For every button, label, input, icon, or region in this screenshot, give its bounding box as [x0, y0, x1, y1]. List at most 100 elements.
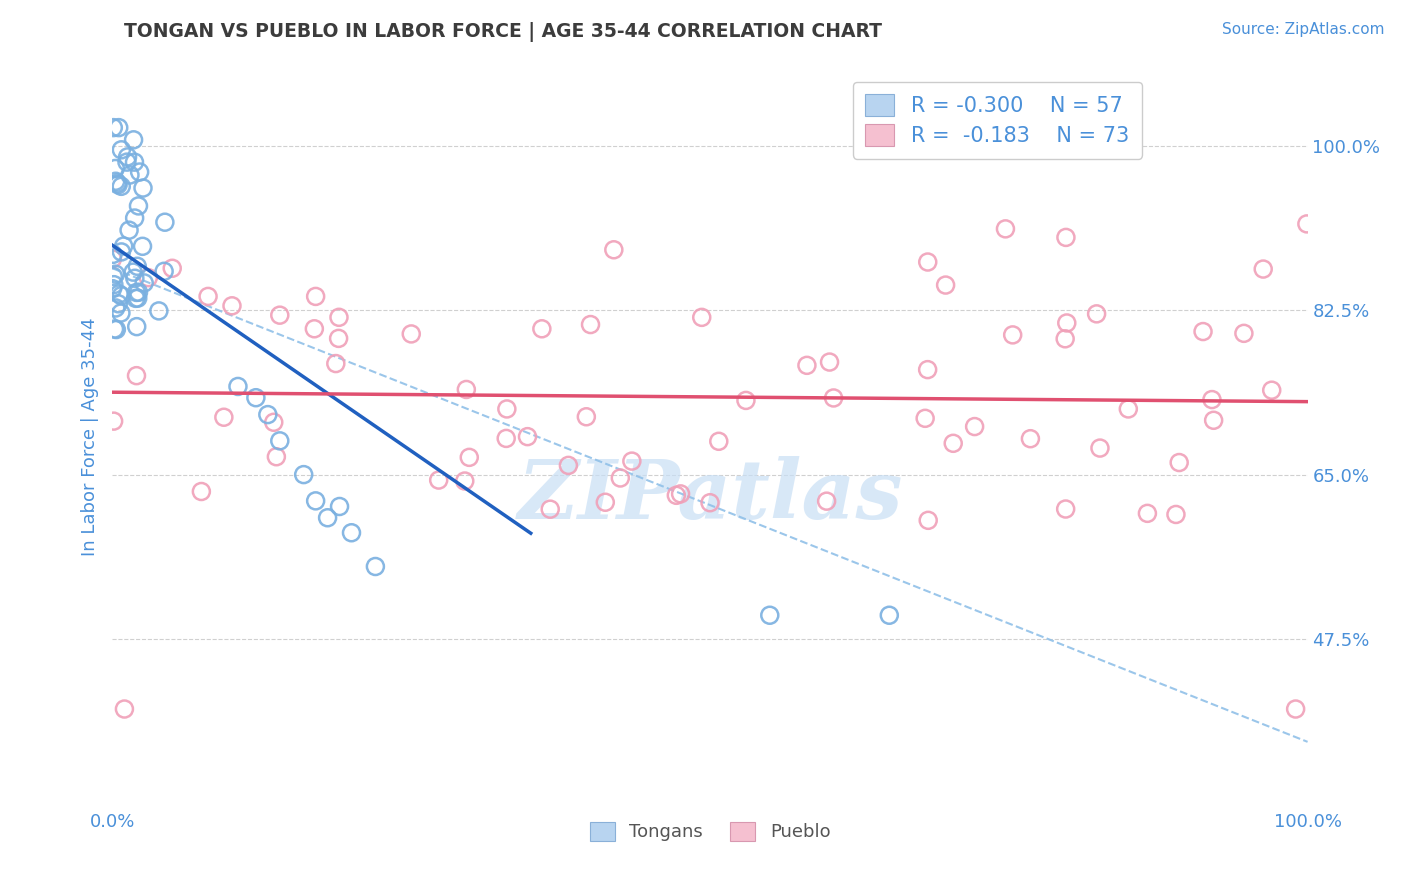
Point: [879, 608, 901, 623]
Point: [994, 222, 1017, 236]
Point: [127, 291, 149, 305]
Point: [122, 265, 145, 279]
Point: [917, 513, 939, 527]
Point: [401, 326, 423, 341]
Point: [917, 362, 939, 376]
Point: [1019, 432, 1042, 446]
Point: [699, 496, 721, 510]
Point: [759, 608, 782, 623]
Point: [1233, 326, 1256, 341]
Point: [115, 155, 138, 169]
Point: [128, 165, 150, 179]
Point: [818, 355, 841, 369]
Point: [316, 510, 339, 524]
Point: [456, 383, 478, 397]
Point: [1168, 456, 1191, 470]
Point: [603, 243, 626, 257]
Point: [690, 310, 713, 325]
Point: [110, 244, 132, 259]
Point: [329, 500, 352, 514]
Point: [245, 391, 267, 405]
Point: [305, 494, 328, 508]
Point: [134, 276, 156, 290]
Point: [1001, 327, 1024, 342]
Point: [1088, 441, 1111, 455]
Point: [325, 357, 347, 371]
Point: [1136, 507, 1159, 521]
Point: [963, 419, 986, 434]
Point: [124, 155, 146, 169]
Point: [127, 259, 149, 273]
Point: [530, 322, 553, 336]
Point: [935, 278, 957, 293]
Point: [1251, 262, 1274, 277]
Point: [103, 414, 125, 428]
Point: [212, 410, 235, 425]
Point: [914, 411, 936, 425]
Point: [107, 176, 129, 190]
Y-axis label: In Labor Force | Age 35-44: In Labor Force | Age 35-44: [80, 318, 98, 557]
Point: [153, 215, 176, 229]
Point: [620, 454, 643, 468]
Point: [917, 255, 939, 269]
Point: [125, 291, 148, 305]
Point: [221, 299, 243, 313]
Point: [454, 474, 477, 488]
Point: [114, 702, 135, 716]
Point: [162, 261, 183, 276]
Point: [125, 319, 148, 334]
Point: [104, 267, 127, 281]
Point: [104, 161, 127, 176]
Point: [1054, 502, 1077, 516]
Point: [101, 282, 124, 296]
Point: [942, 436, 965, 450]
Point: [257, 408, 280, 422]
Point: [266, 450, 288, 464]
Point: [263, 415, 285, 429]
Point: [595, 495, 617, 509]
Point: [101, 252, 124, 266]
Point: [1054, 332, 1077, 346]
Point: [103, 120, 125, 135]
Point: [104, 174, 127, 188]
Point: [516, 429, 538, 443]
Point: [538, 502, 561, 516]
Point: [110, 179, 132, 194]
Point: [112, 239, 135, 253]
Point: [107, 178, 129, 192]
Point: [427, 473, 450, 487]
Point: [105, 322, 128, 336]
Point: [226, 379, 249, 393]
Point: [1201, 392, 1223, 407]
Point: [304, 322, 326, 336]
Text: ZIPatlas: ZIPatlas: [517, 456, 903, 535]
Point: [153, 264, 176, 278]
Point: [269, 434, 291, 448]
Point: [104, 301, 127, 315]
Point: [107, 297, 129, 311]
Point: [557, 458, 579, 473]
Point: [1085, 307, 1108, 321]
Point: [269, 308, 291, 322]
Point: [328, 310, 350, 325]
Point: [669, 487, 692, 501]
Point: [131, 239, 153, 253]
Point: [1285, 702, 1308, 716]
Point: [117, 150, 139, 164]
Point: [124, 211, 146, 225]
Point: [364, 559, 387, 574]
Point: [328, 331, 350, 345]
Point: [103, 269, 125, 284]
Point: [108, 287, 131, 301]
Text: Source: ZipAtlas.com: Source: ZipAtlas.com: [1222, 22, 1385, 37]
Point: [110, 143, 132, 157]
Point: [132, 181, 155, 195]
Point: [138, 270, 160, 285]
Point: [118, 223, 141, 237]
Point: [125, 285, 148, 300]
Point: [305, 289, 328, 303]
Point: [292, 467, 315, 482]
Point: [1054, 230, 1077, 244]
Point: [197, 289, 219, 303]
Point: [496, 401, 519, 416]
